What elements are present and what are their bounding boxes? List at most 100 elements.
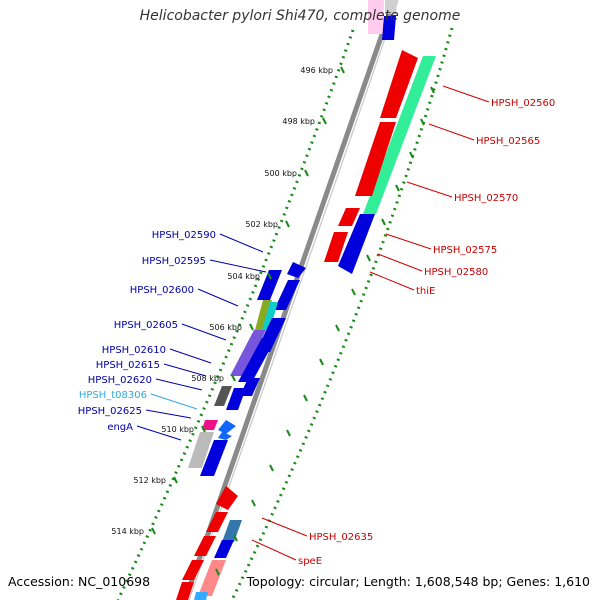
gene-feature	[218, 432, 232, 440]
gene-feature	[324, 232, 348, 262]
gene-label-enga: engA	[107, 422, 133, 433]
map-title: Helicobacter pylori Shi470, complete gen…	[139, 8, 461, 24]
gene-label-hpsh_02590: HPSH_02590	[152, 230, 216, 241]
genome-backbone	[182, 0, 399, 600]
track-tick	[395, 184, 400, 192]
gene-label-hpsh_t08306: HPSH_t08306	[79, 390, 147, 401]
gene-feature	[338, 214, 375, 274]
gene-label-hpsh_02610: HPSH_02610	[102, 345, 166, 356]
gene-feature	[385, 0, 397, 14]
tick-mark	[322, 117, 327, 125]
gene-label-hpsh_02620: HPSH_02620	[88, 375, 152, 386]
leader-line	[181, 323, 227, 341]
tick-label: 498 kbp	[282, 117, 315, 126]
gene-feature	[226, 388, 246, 410]
topology-text: Topology: circular; Length: 1,608,548 bp…	[246, 574, 590, 589]
accession-text: Accession: NC_010698	[8, 574, 151, 589]
gene-feature	[182, 560, 204, 580]
gene-feature	[214, 386, 232, 406]
track-tick	[233, 534, 238, 542]
track-tick	[335, 324, 340, 332]
gene-feature	[188, 432, 214, 468]
gene-feature	[238, 338, 276, 382]
gene-feature	[202, 420, 218, 430]
tick-label: 504 kbp	[227, 272, 260, 281]
leader-line	[169, 348, 212, 364]
track-tick	[430, 86, 435, 94]
gene-feature	[218, 420, 236, 434]
gene-feature	[380, 50, 418, 118]
tick-mark	[151, 527, 156, 535]
gene-feature	[240, 378, 260, 396]
dot-track-left	[116, 29, 355, 600]
gene-label-hpsh_02575: HPSH_02575	[433, 245, 497, 256]
track-tick	[251, 499, 256, 507]
track-tick	[269, 464, 274, 472]
gene-feature	[274, 280, 300, 310]
track-tick	[409, 151, 414, 159]
tick-mark	[173, 476, 178, 484]
tick-mark	[304, 169, 309, 177]
gene-feature	[216, 486, 238, 510]
tick-label: 512 kbp	[133, 476, 166, 485]
leader-line	[406, 181, 453, 198]
gene-feature	[355, 122, 396, 196]
tick-mark	[249, 323, 254, 331]
gene-feature	[176, 582, 194, 600]
gene-feature	[200, 440, 228, 476]
leader-line	[377, 253, 423, 272]
leader-line	[150, 393, 198, 410]
label-leader-lines	[136, 85, 490, 561]
gene-label-hpsh_02625: HPSH_02625	[78, 406, 142, 417]
track-tick	[319, 358, 324, 366]
tick-label: 496 kbp	[300, 66, 333, 75]
tick-label: 514 kbp	[111, 527, 144, 536]
track-tick	[366, 254, 371, 262]
feature-dot-tracks	[116, 27, 454, 600]
leader-line	[209, 259, 267, 273]
tick-label: 508 kbp	[191, 374, 224, 383]
track-tick	[303, 394, 308, 402]
gene-label-hpsh_02560: HPSH_02560	[491, 98, 555, 109]
gene-feature	[222, 520, 242, 542]
gene-label-hpsh_02570: HPSH_02570	[454, 193, 518, 204]
leader-line	[197, 288, 239, 307]
gene-feature	[255, 300, 272, 330]
gene-feature	[206, 512, 228, 532]
leader-line	[428, 123, 475, 141]
kbp-ticks: 496 kbp 498 kbp 500 kbp 502 kbp 504 kbp 506 k…	[111, 66, 435, 576]
leader-line	[369, 271, 415, 291]
gene-label-hpsh_02600: HPSH_02600	[130, 285, 194, 296]
tick-label: 502 kbp	[245, 220, 278, 229]
gene-label-hpsh_02635: HPSH_02635	[309, 532, 373, 543]
gene-label-hpsh_02615: HPSH_02615	[96, 360, 160, 371]
tick-label: 510 kbp	[161, 425, 194, 434]
gene-label-hpsh_02595: HPSH_02595	[142, 256, 206, 267]
track-tick	[286, 429, 291, 437]
tick-mark	[340, 66, 345, 74]
tick-mark	[201, 425, 206, 433]
gene-feature	[230, 330, 266, 376]
gene-label-hpsh_02605: HPSH_02605	[114, 320, 178, 331]
gene-label-hpsh_02580: HPSH_02580	[424, 267, 488, 278]
backbone-highlight	[188, 0, 399, 600]
gene-labels: HPSH_02560 HPSH_02565 HPSH_02570 HPSH_02575…	[78, 98, 555, 567]
leader-line	[155, 378, 203, 391]
leader-line	[251, 539, 297, 561]
gene-feature	[198, 560, 226, 596]
gene-features	[176, 0, 436, 600]
track-tick	[420, 118, 425, 126]
track-tick	[381, 218, 386, 226]
tick-mark	[267, 272, 272, 280]
leader-line	[219, 233, 264, 253]
leader-line	[145, 409, 192, 419]
track-tick	[215, 568, 220, 576]
gene-feature	[194, 536, 216, 556]
gene-feature	[363, 56, 436, 214]
gene-feature	[368, 0, 384, 34]
tick-mark	[231, 374, 236, 382]
tick-label: 506 kbp	[209, 323, 242, 332]
leader-line	[385, 233, 432, 250]
gene-feature	[382, 16, 396, 40]
